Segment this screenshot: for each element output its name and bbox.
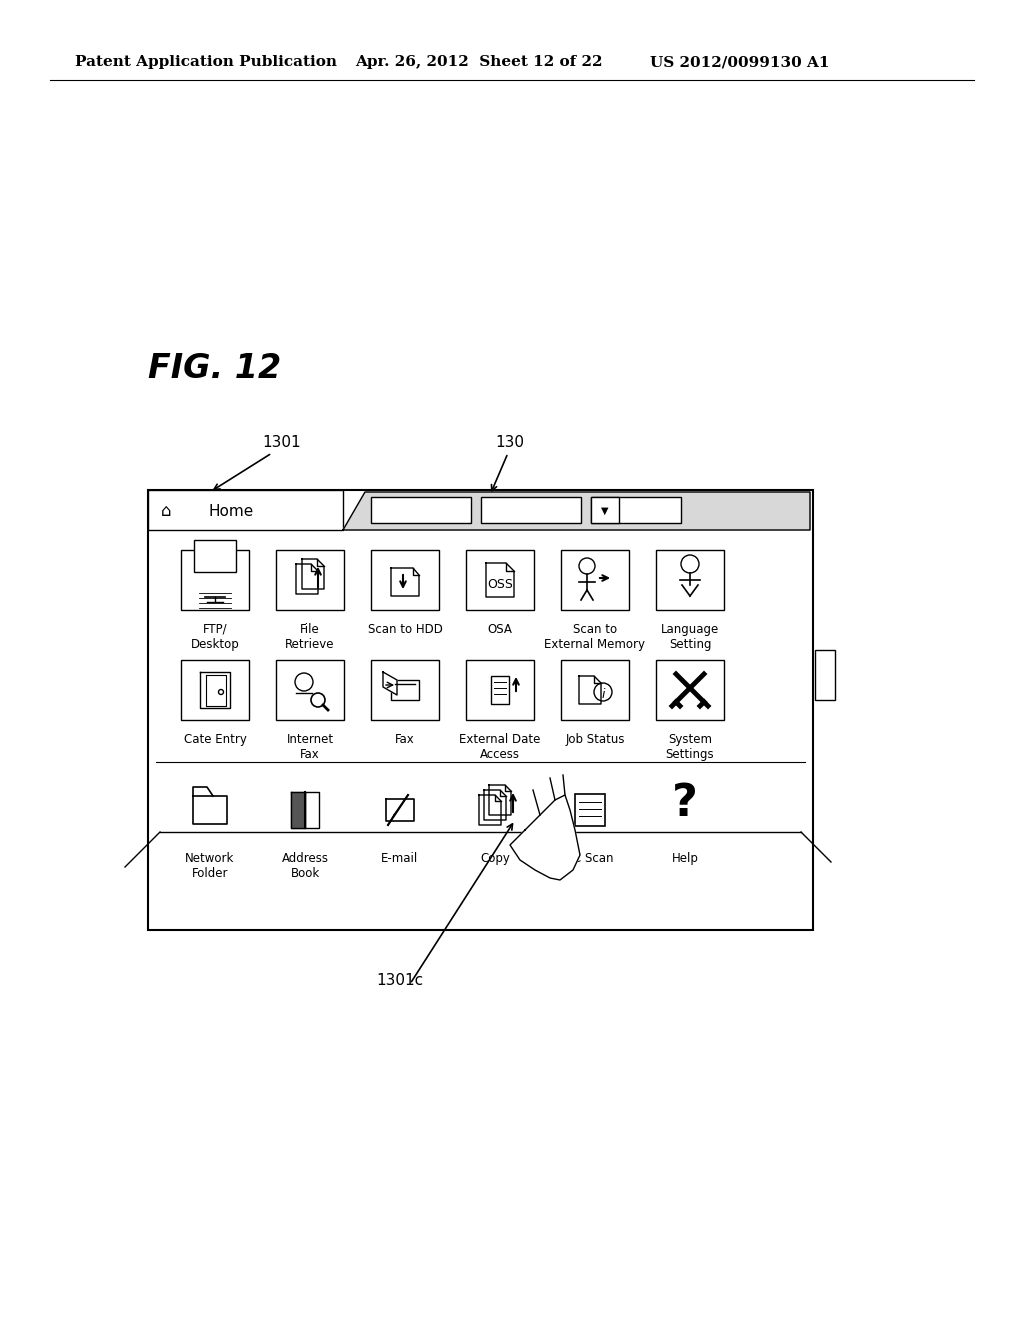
Text: PC Scan: PC Scan bbox=[566, 851, 613, 865]
Polygon shape bbox=[510, 795, 580, 880]
Text: 1301c: 1301c bbox=[377, 973, 424, 987]
Text: Copy: Copy bbox=[480, 851, 510, 865]
Text: System
Settings: System Settings bbox=[666, 733, 715, 762]
Polygon shape bbox=[484, 789, 506, 820]
Polygon shape bbox=[579, 676, 601, 704]
Text: Network
Folder: Network Folder bbox=[185, 851, 234, 880]
Text: ◁|: ◁| bbox=[819, 669, 831, 680]
Text: Language
Setting: Language Setting bbox=[660, 623, 719, 651]
Polygon shape bbox=[193, 796, 227, 824]
Bar bbox=[591, 498, 618, 523]
Bar bbox=[490, 676, 509, 704]
Text: OSA: OSA bbox=[487, 623, 512, 636]
Bar bbox=[466, 660, 534, 719]
Bar bbox=[815, 649, 835, 700]
Bar bbox=[591, 498, 681, 523]
Polygon shape bbox=[391, 568, 419, 597]
Text: ⌂: ⌂ bbox=[161, 502, 171, 520]
Polygon shape bbox=[291, 792, 305, 828]
Bar bbox=[371, 660, 439, 719]
Text: Scan to
External Memory: Scan to External Memory bbox=[545, 623, 645, 651]
Text: Address
Book: Address Book bbox=[282, 851, 329, 880]
Bar bbox=[371, 550, 439, 610]
Polygon shape bbox=[343, 492, 810, 531]
Text: Cate Entry: Cate Entry bbox=[183, 733, 247, 746]
Bar bbox=[181, 550, 249, 610]
Polygon shape bbox=[302, 558, 324, 589]
Bar bbox=[466, 550, 534, 610]
Polygon shape bbox=[305, 792, 319, 828]
Bar bbox=[656, 660, 724, 719]
Text: Job Status: Job Status bbox=[565, 733, 625, 746]
Text: File
Retrieve: File Retrieve bbox=[286, 623, 335, 651]
Text: Help: Help bbox=[672, 851, 698, 865]
Polygon shape bbox=[489, 785, 511, 814]
Text: 130: 130 bbox=[496, 436, 524, 450]
Bar bbox=[371, 498, 471, 523]
Text: 1301: 1301 bbox=[263, 436, 301, 450]
Bar bbox=[561, 660, 629, 719]
Text: ▼: ▼ bbox=[601, 506, 608, 516]
Bar bbox=[276, 550, 344, 610]
Polygon shape bbox=[383, 672, 397, 696]
Text: FTP/
Desktop: FTP/ Desktop bbox=[190, 623, 240, 651]
Bar bbox=[575, 795, 605, 826]
Text: FIG. 12: FIG. 12 bbox=[148, 351, 282, 384]
Text: Home: Home bbox=[208, 503, 253, 519]
Polygon shape bbox=[479, 795, 501, 825]
Text: Fax: Fax bbox=[395, 733, 415, 746]
Bar bbox=[148, 490, 343, 531]
Text: US 2012/0099130 A1: US 2012/0099130 A1 bbox=[650, 55, 829, 69]
Polygon shape bbox=[486, 564, 514, 597]
Bar bbox=[391, 680, 419, 700]
Bar bbox=[148, 490, 813, 931]
Polygon shape bbox=[296, 564, 318, 594]
Bar bbox=[181, 660, 249, 719]
Text: Internet
Fax: Internet Fax bbox=[287, 733, 334, 762]
Bar bbox=[656, 550, 724, 610]
Text: Patent Application Publication: Patent Application Publication bbox=[75, 55, 337, 69]
Bar bbox=[276, 660, 344, 719]
Text: Apr. 26, 2012  Sheet 12 of 22: Apr. 26, 2012 Sheet 12 of 22 bbox=[355, 55, 602, 69]
Text: External Date
Access: External Date Access bbox=[460, 733, 541, 762]
Text: OSS: OSS bbox=[487, 578, 513, 591]
Bar bbox=[194, 540, 236, 572]
Text: i: i bbox=[601, 688, 605, 701]
Text: Scan to HDD: Scan to HDD bbox=[368, 623, 442, 636]
Text: E-mail: E-mail bbox=[381, 851, 419, 865]
Bar bbox=[481, 498, 581, 523]
Bar bbox=[561, 550, 629, 610]
Text: ?: ? bbox=[672, 783, 698, 825]
